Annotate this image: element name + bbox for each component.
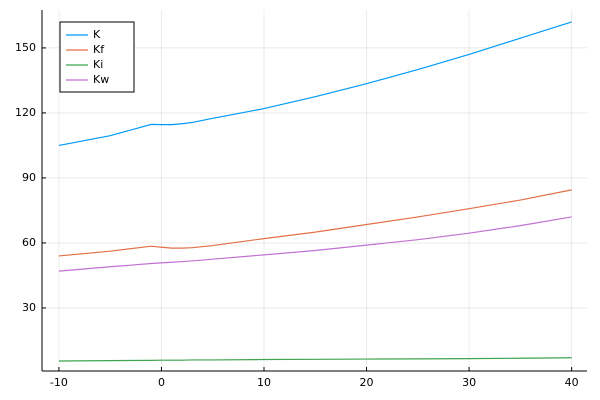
x-tick-label: 20 [360, 376, 374, 389]
y-tick-label: 60 [22, 236, 36, 249]
legend: K Kf Ki Kw [59, 21, 135, 93]
x-tick-label: 10 [257, 376, 271, 389]
x-tick-label: 30 [462, 376, 476, 389]
y-tick-label: 90 [22, 171, 36, 184]
y-tick-label: 150 [15, 41, 36, 54]
series-line [58, 189, 572, 257]
legend-label: Kf [93, 43, 105, 56]
x-tick-label: -10 [50, 376, 68, 389]
x-tick-label: 40 [565, 376, 579, 389]
series-line [58, 357, 572, 362]
legend-label: Ki [93, 58, 103, 71]
series-line [58, 216, 572, 272]
y-tick-label: 30 [22, 301, 36, 314]
legend-label: K [93, 28, 101, 41]
legend-label: Kw [93, 73, 109, 86]
x-tick-label: 0 [158, 376, 165, 389]
series-line [58, 21, 572, 147]
y-tick-label: 120 [15, 106, 36, 119]
